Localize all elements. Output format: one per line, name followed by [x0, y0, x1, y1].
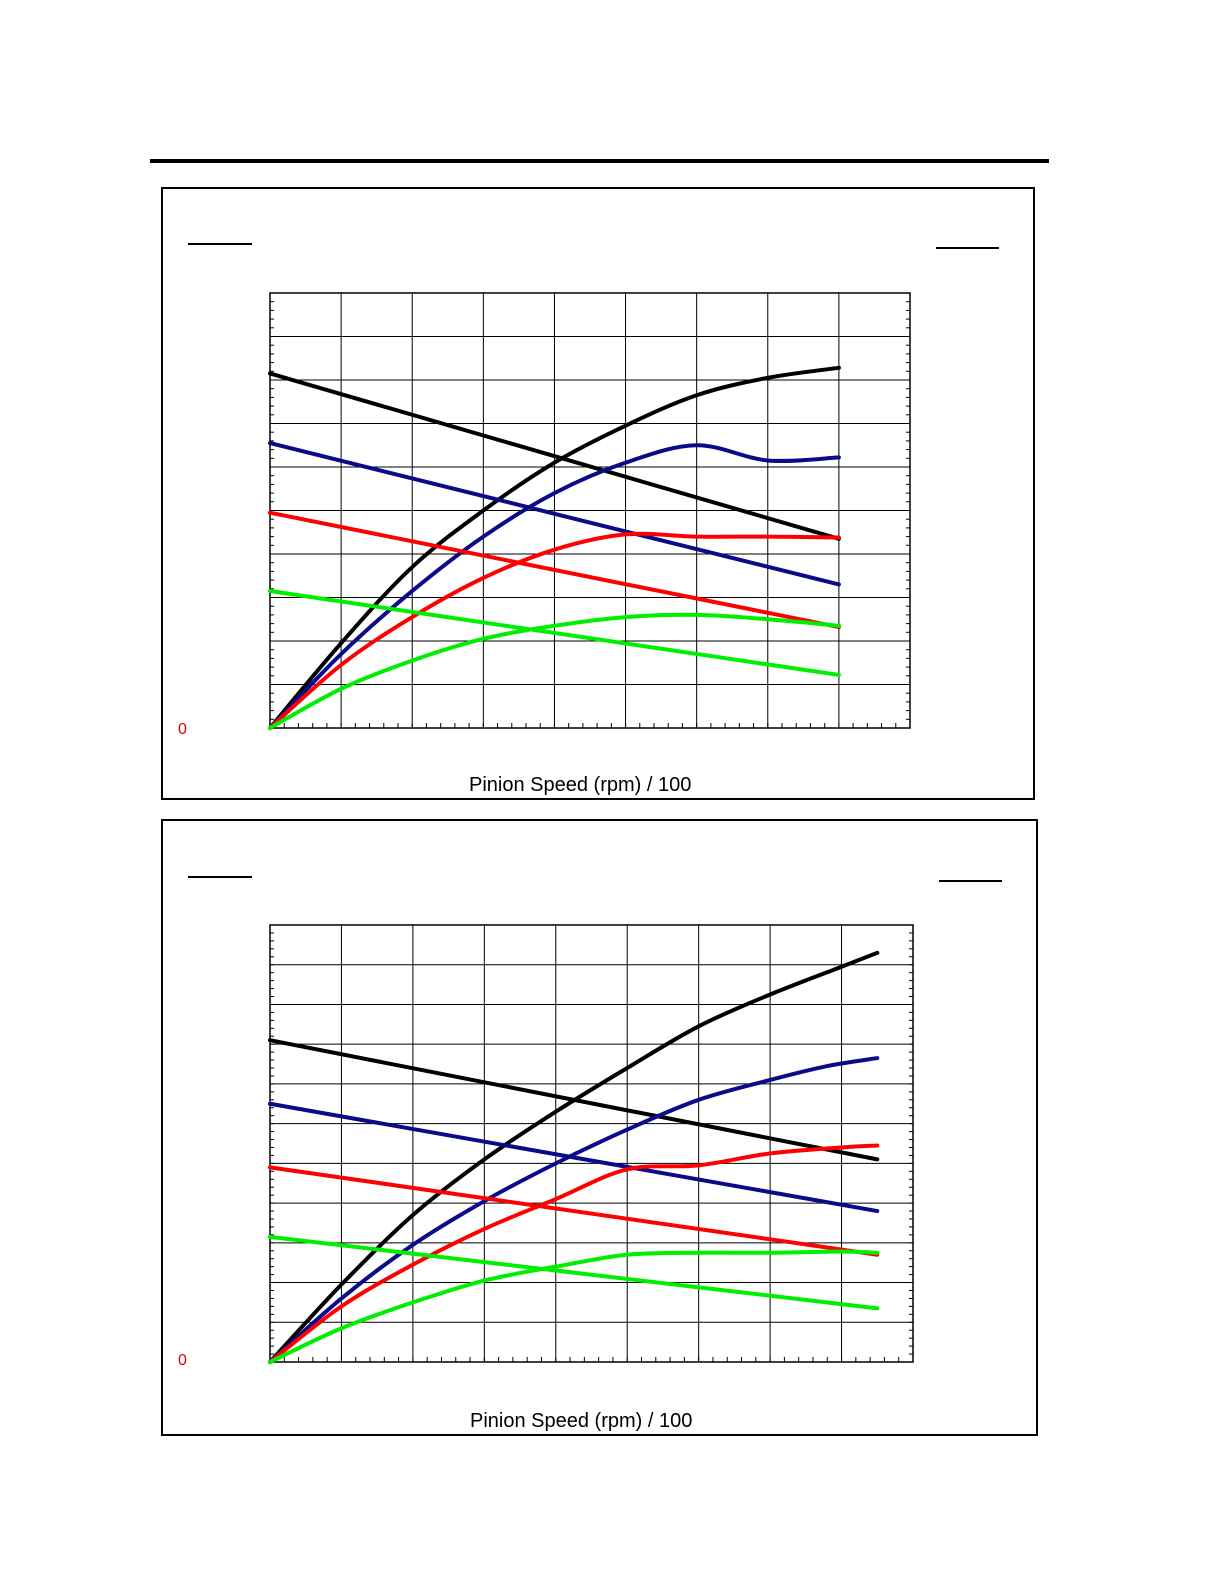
series-line-0 — [268, 365, 841, 730]
chart-upper — [268, 292, 911, 730]
series-line-2 — [268, 443, 841, 730]
top-right-stub — [936, 247, 999, 249]
top-right-stub — [939, 880, 1002, 882]
series-line-4 — [268, 1143, 880, 1364]
series-line-1 — [268, 1038, 880, 1162]
series-line-4 — [268, 531, 841, 730]
chart-panel-upper: 0 Pinion Speed (rpm) / 100 — [161, 187, 1035, 800]
grid — [269, 292, 911, 729]
y-zero-label: 0 — [178, 1352, 187, 1369]
x-axis-label: Pinion Speed (rpm) / 100 — [469, 774, 692, 796]
series-line-3 — [268, 1101, 880, 1214]
series-line-1 — [268, 371, 841, 541]
chart-panel-lower: 0 Pinion Speed (rpm) / 100 — [161, 819, 1038, 1436]
series-line-3 — [268, 441, 841, 587]
series-line-5 — [268, 510, 841, 630]
plot-frame — [269, 924, 914, 1363]
top-left-stub — [188, 243, 252, 245]
minor-ticks — [269, 301, 910, 729]
top-left-stub — [188, 876, 252, 878]
y-zero-label: 0 — [178, 721, 187, 738]
series-line-6 — [268, 1249, 880, 1364]
series-line-7 — [268, 1234, 880, 1311]
x-axis-label: Pinion Speed (rpm) / 100 — [470, 1410, 693, 1432]
series-line-5 — [268, 1165, 880, 1257]
chart-lower — [268, 924, 914, 1364]
series-line-7 — [268, 588, 841, 677]
top-rule — [150, 159, 1049, 163]
series-line-6 — [268, 612, 841, 730]
plot-frame — [269, 292, 911, 729]
grid — [269, 924, 914, 1363]
